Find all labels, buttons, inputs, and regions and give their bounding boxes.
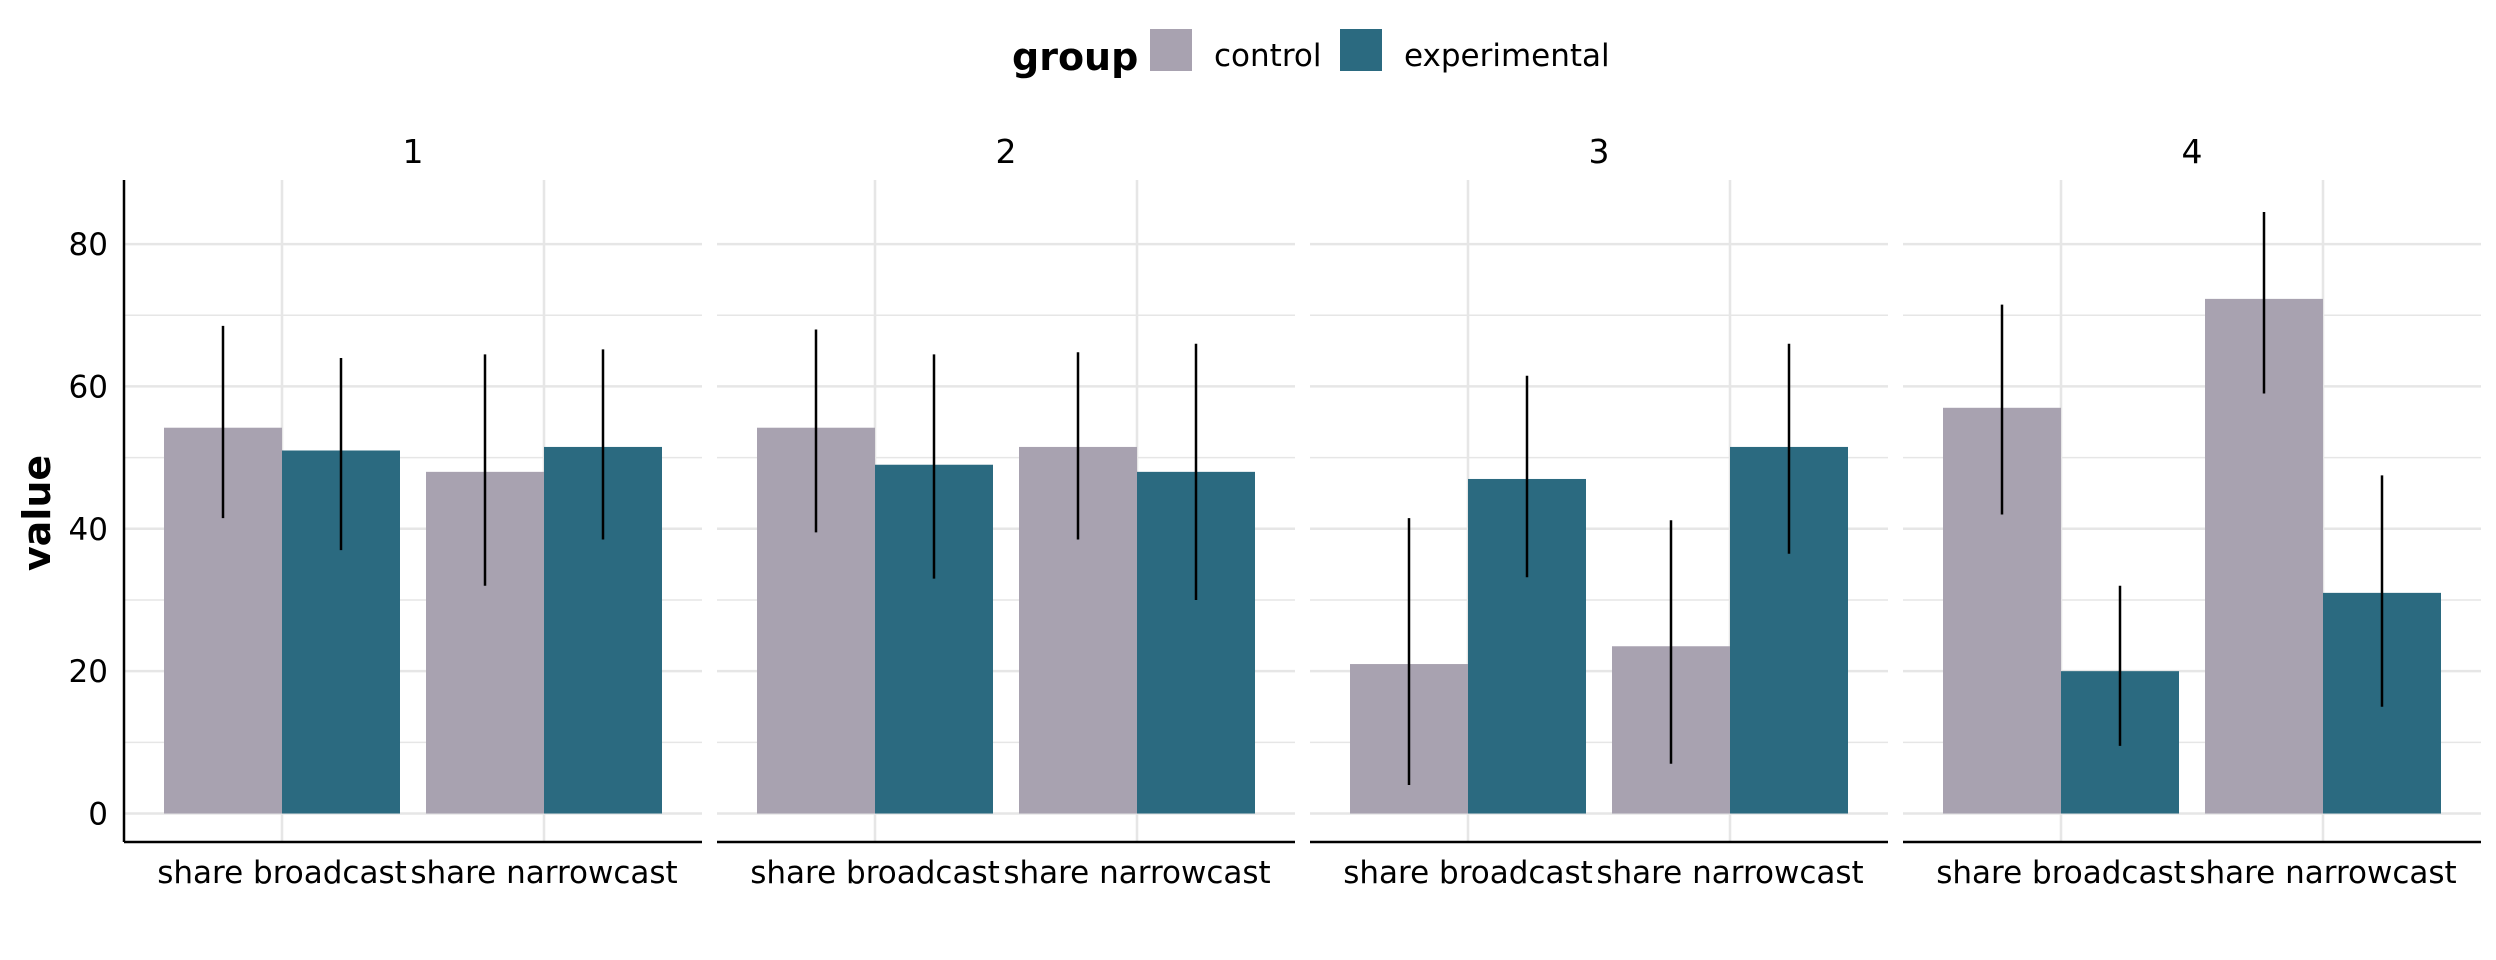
legend: group control experimental <box>1012 29 1610 79</box>
x-tick-label: share narrowcast <box>2189 855 2456 891</box>
x-tick-label: share narrowcast <box>410 855 677 891</box>
x-tick-label: share broadcast <box>1343 855 1593 891</box>
legend-label-experimental: experimental <box>1404 38 1610 74</box>
facet-strip-label: 4 <box>2182 132 2203 171</box>
legend-label-control: control <box>1214 38 1321 74</box>
facet-panel-3: 3 share broadcast share narrowcast <box>1310 132 1888 891</box>
legend-swatch-experimental <box>1340 29 1382 71</box>
y-tick-label: 20 <box>69 654 108 690</box>
y-tick-label: 0 <box>88 797 108 833</box>
legend-swatch-control <box>1150 29 1192 71</box>
x-tick-label: share broadcast <box>157 855 407 891</box>
facet-strip-label: 2 <box>996 132 1017 171</box>
y-axis-label: value <box>15 455 59 571</box>
facet-panel-2: 2 share broadcast share narrowcast <box>717 132 1295 891</box>
legend-title: group <box>1012 35 1138 79</box>
y-tick-label: 80 <box>69 227 108 263</box>
facet-panel-4: 4 share broadcast share narrowcast <box>1903 132 2481 891</box>
facet-strip-label: 1 <box>403 132 424 171</box>
facet-panel-1: 1 share broadcast share narrowcast 0 20 40 60 8… <box>69 132 702 891</box>
x-tick-label: share broadcast <box>750 855 1000 891</box>
facet-strip-label: 3 <box>1589 132 1610 171</box>
x-tick-label: share narrowcast <box>1596 855 1863 891</box>
y-tick-label: 60 <box>69 369 108 405</box>
x-tick-label: share broadcast <box>1936 855 2186 891</box>
x-tick-label: share narrowcast <box>1003 855 1270 891</box>
y-tick-label: 40 <box>69 512 108 548</box>
